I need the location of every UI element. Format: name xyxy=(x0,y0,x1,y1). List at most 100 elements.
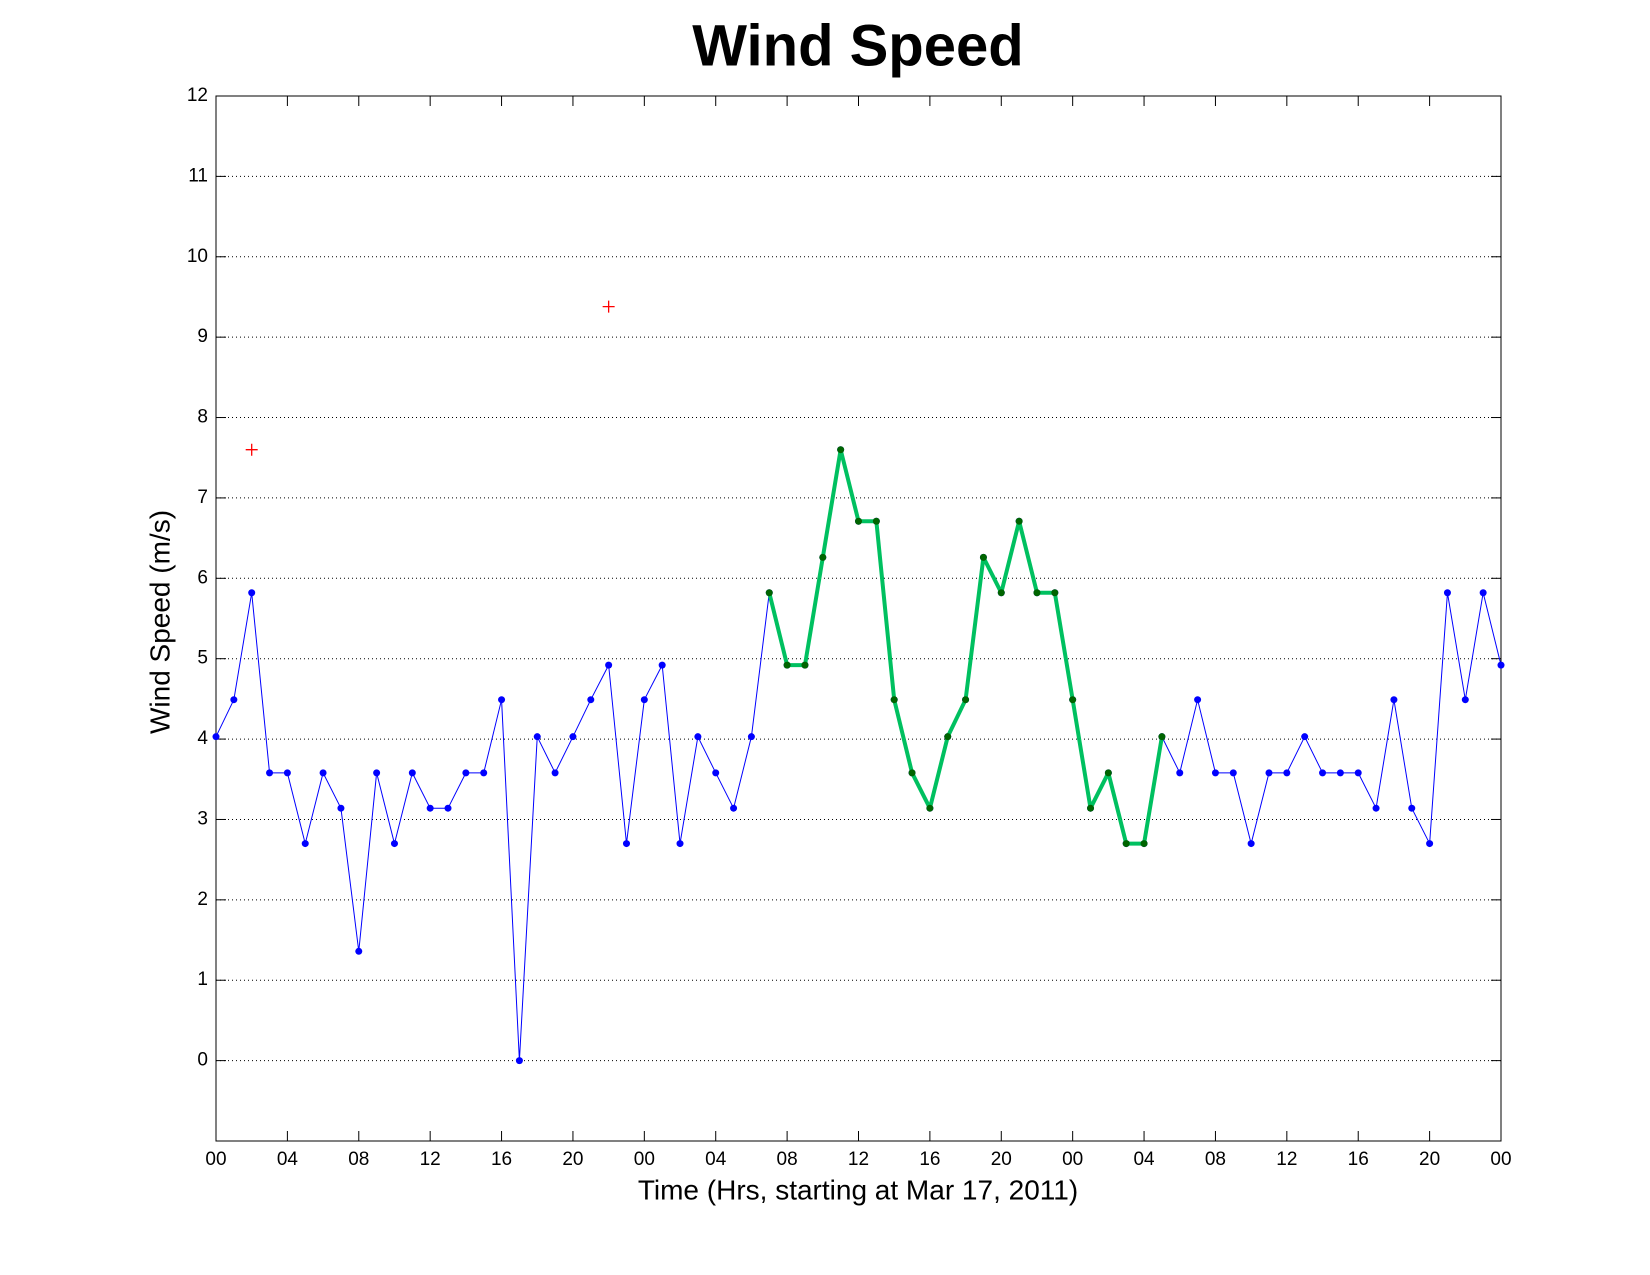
point-marker xyxy=(1372,804,1380,812)
point-marker xyxy=(1479,589,1487,597)
point-marker xyxy=(801,661,809,669)
x-tick-label: 04 xyxy=(705,1149,727,1170)
point-marker xyxy=(1265,769,1273,777)
y-tick-label: 12 xyxy=(187,85,208,106)
point-marker xyxy=(712,769,720,777)
point-marker xyxy=(926,804,934,812)
point-marker xyxy=(1087,804,1095,812)
point-marker xyxy=(1443,589,1451,597)
y-tick-label: 5 xyxy=(197,648,208,669)
point-marker xyxy=(498,696,506,704)
point-marker xyxy=(283,769,291,777)
point-marker xyxy=(1390,696,1398,704)
point-marker xyxy=(1104,769,1112,777)
point-marker xyxy=(908,769,916,777)
point-marker xyxy=(747,733,755,741)
x-tick-label: 04 xyxy=(1133,1149,1155,1170)
point-marker xyxy=(301,840,309,848)
point-marker xyxy=(944,733,952,741)
point-marker xyxy=(266,769,274,777)
x-tick-label: 16 xyxy=(1348,1149,1369,1170)
x-tick-label: 20 xyxy=(1419,1149,1440,1170)
x-tick-label: 08 xyxy=(777,1149,798,1170)
point-marker xyxy=(1051,589,1059,597)
x-axis-label: Time (Hrs, starting at Mar 17, 2011) xyxy=(638,1174,1078,1205)
y-tick-label: 6 xyxy=(197,567,208,588)
point-marker xyxy=(1497,661,1505,669)
point-marker xyxy=(602,300,615,313)
point-marker xyxy=(658,661,666,669)
point-marker xyxy=(1140,840,1148,848)
x-tick-label: 20 xyxy=(991,1149,1012,1170)
point-marker xyxy=(355,947,363,955)
point-marker xyxy=(890,696,898,704)
point-marker xyxy=(515,1057,523,1065)
x-tick-label: 12 xyxy=(848,1149,869,1170)
point-marker xyxy=(1176,769,1184,777)
point-marker xyxy=(1283,769,1291,777)
point-marker xyxy=(855,517,862,525)
point-marker xyxy=(1336,769,1344,777)
point-marker xyxy=(979,553,987,561)
y-tick-label: 1 xyxy=(197,969,208,990)
y-tick-label: 4 xyxy=(197,728,208,749)
x-tick-label: 00 xyxy=(205,1149,226,1170)
y-tick-label: 2 xyxy=(197,889,208,910)
point-marker xyxy=(1426,840,1434,848)
point-marker xyxy=(1211,769,1219,777)
point-marker xyxy=(1194,696,1202,704)
point-marker xyxy=(390,840,398,848)
y-tick-label: 8 xyxy=(197,407,208,428)
point-marker xyxy=(1158,733,1166,741)
point-marker xyxy=(1247,840,1255,848)
point-marker xyxy=(587,696,595,704)
point-marker xyxy=(622,840,630,848)
point-marker xyxy=(872,517,880,525)
point-marker xyxy=(551,769,559,777)
y-tick-label: 0 xyxy=(197,1050,208,1071)
point-marker xyxy=(605,661,613,669)
point-marker xyxy=(373,769,381,777)
point-marker xyxy=(837,446,845,454)
point-marker xyxy=(337,804,345,812)
point-marker xyxy=(444,804,452,812)
point-marker xyxy=(426,804,434,812)
point-marker xyxy=(569,733,577,741)
x-tick-label: 08 xyxy=(348,1149,369,1170)
point-marker xyxy=(1319,769,1327,777)
point-marker xyxy=(962,696,970,704)
point-marker xyxy=(1301,733,1309,741)
point-marker xyxy=(1033,589,1041,597)
point-marker xyxy=(997,589,1005,597)
point-marker xyxy=(533,733,541,741)
point-marker xyxy=(1122,840,1130,848)
x-tick-label: 16 xyxy=(491,1149,512,1170)
point-marker xyxy=(1069,696,1077,704)
point-marker xyxy=(694,733,702,741)
point-marker xyxy=(765,589,773,597)
point-marker xyxy=(676,840,684,848)
plot-frame xyxy=(215,95,1502,1142)
x-tick-label: 16 xyxy=(919,1149,940,1170)
point-marker xyxy=(408,769,416,777)
y-tick-label: 3 xyxy=(197,808,208,829)
point-marker xyxy=(245,443,258,456)
point-marker xyxy=(480,769,488,777)
y-tick-label: 7 xyxy=(197,487,208,508)
point-marker xyxy=(230,696,238,704)
point-marker xyxy=(1229,769,1237,777)
point-marker xyxy=(640,696,648,704)
point-marker xyxy=(1461,696,1469,704)
point-marker xyxy=(730,804,738,812)
y-axis-label: Wind Speed (m/s) xyxy=(144,510,175,734)
point-marker xyxy=(1015,517,1023,525)
point-marker xyxy=(819,553,827,561)
point-marker xyxy=(212,733,220,741)
x-tick-label: 00 xyxy=(1062,1149,1083,1170)
x-tick-label: 00 xyxy=(1490,1149,1511,1170)
x-tick-label: 12 xyxy=(420,1149,441,1170)
point-marker xyxy=(783,661,791,669)
x-tick-label: 00 xyxy=(634,1149,655,1170)
point-marker xyxy=(1354,769,1362,777)
